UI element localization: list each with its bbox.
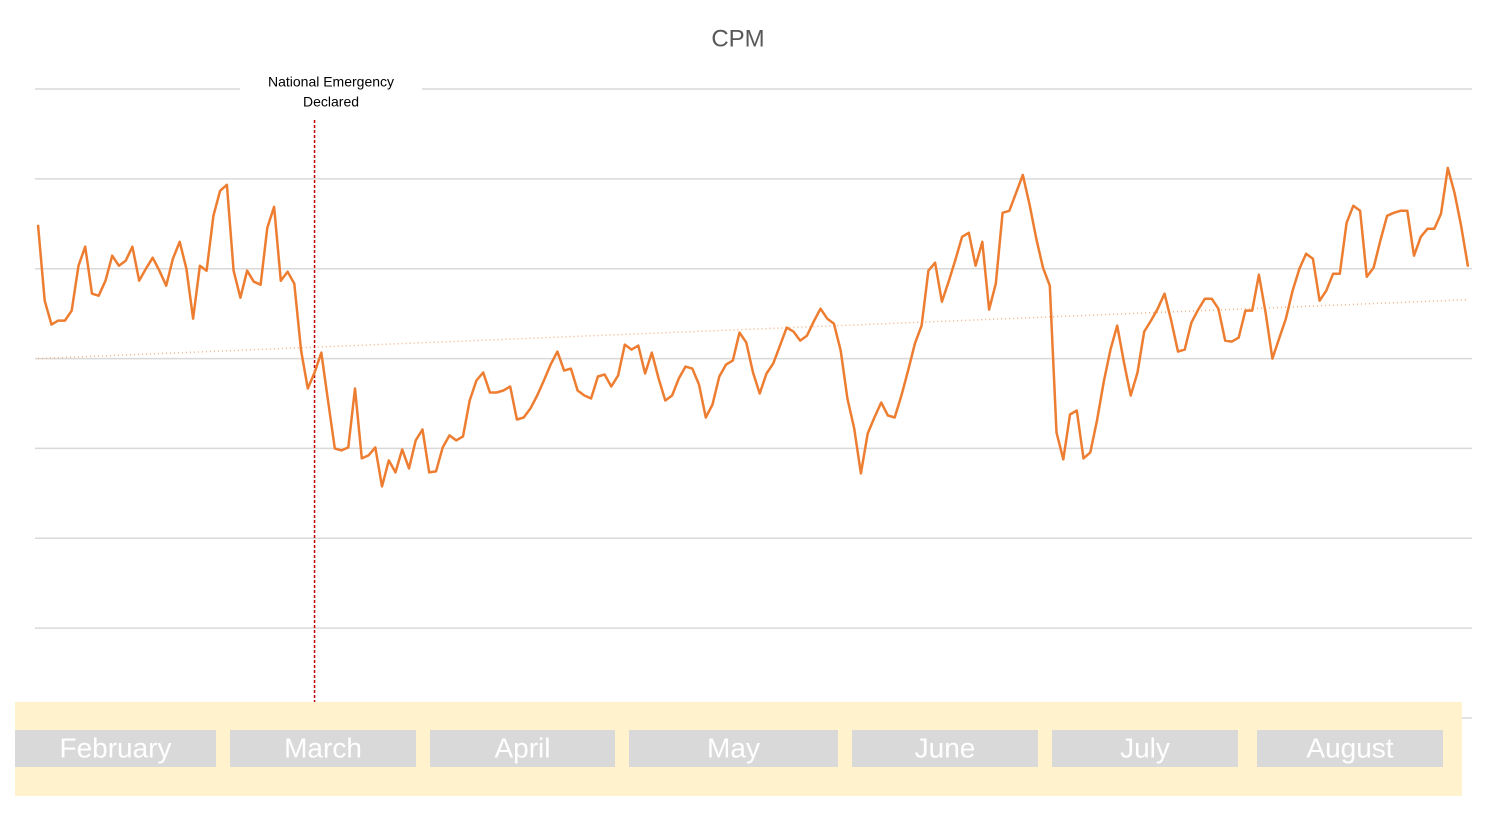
data-line	[36, 166, 1470, 488]
x-tick-label: June	[915, 732, 976, 763]
month-box	[852, 730, 1038, 767]
x-tick-label: April	[494, 732, 550, 763]
month-box	[1052, 730, 1238, 767]
month-box	[230, 730, 416, 767]
trendline	[37, 298, 1469, 360]
month-box	[629, 730, 838, 767]
annotation-text: National Emergency	[268, 74, 394, 90]
x-tick-label: August	[1306, 732, 1393, 763]
x-tick-label: February	[59, 732, 171, 763]
month-box	[1257, 730, 1443, 767]
chart-title: CPM	[711, 25, 764, 52]
x-tick-label: May	[707, 732, 760, 763]
x-tick-label: July	[1120, 732, 1170, 763]
month-box	[15, 730, 216, 767]
annotation-text: Declared	[303, 94, 359, 110]
x-tick-label: March	[284, 732, 362, 763]
annotation-background	[240, 70, 422, 116]
month-box	[430, 730, 615, 767]
